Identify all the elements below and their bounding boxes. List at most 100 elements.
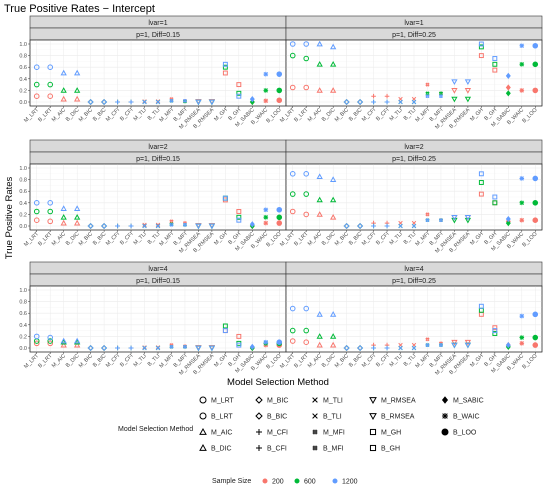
strip-inner-label: p=1, Diff=0.25 <box>392 156 436 163</box>
legend-label: B_CFI <box>267 446 287 453</box>
data-point <box>169 222 174 227</box>
data-point <box>115 223 120 229</box>
data-point <box>33 340 40 347</box>
data-point <box>478 41 484 47</box>
data-point <box>303 191 310 197</box>
legend-label: M_LRT <box>211 398 235 405</box>
y-tick-label: 0.2 <box>19 334 27 340</box>
data-point <box>411 345 417 351</box>
y-tick-label: 0.8 <box>19 178 27 184</box>
legend-key <box>312 413 318 419</box>
x-tick-label: M_LRT <box>23 353 40 370</box>
legend-item: M_CFI <box>256 429 288 437</box>
data-point <box>74 337 81 344</box>
data-point <box>330 60 337 67</box>
legend-label: M_RMSEA <box>381 398 416 405</box>
data-point <box>505 215 511 223</box>
data-point <box>60 338 67 345</box>
chart-title: True Positive Rates − Intercept <box>4 3 155 15</box>
panel-5: lvar=4 p=1, Diff=0.15 0.0 0.2 0.4 0.6 0.8 1.0 M_… <box>19 261 287 377</box>
data-point <box>505 72 511 80</box>
data-point <box>505 90 511 97</box>
legend-key <box>199 443 207 451</box>
x-tick-label: M_TLI <box>389 107 405 123</box>
data-point <box>343 344 350 352</box>
data-point <box>289 171 296 177</box>
data-point <box>316 341 323 348</box>
data-point <box>60 95 67 102</box>
panel-3: lvar=2 p=1, Diff=0.15 0.0 0.2 0.4 0.6 0.8 1.0 M_… <box>19 139 287 255</box>
data-point <box>263 71 269 77</box>
x-tick-label: M_AIC <box>51 107 67 123</box>
y-tick-label: 0.6 <box>19 189 27 195</box>
data-point <box>532 334 539 341</box>
legend-key <box>256 429 262 435</box>
data-point <box>47 81 54 88</box>
data-point <box>411 99 417 105</box>
data-point <box>478 53 484 59</box>
data-point <box>183 99 187 104</box>
y-tick-label: 1.0 <box>19 166 27 172</box>
data-point <box>425 218 430 223</box>
x-tick-label: B_CFI <box>375 353 391 369</box>
legend-label: M_BIC <box>267 398 288 405</box>
legend-key <box>255 412 263 420</box>
data-point <box>60 341 67 348</box>
data-point <box>492 67 498 73</box>
x-tick-label: M_GH <box>469 107 484 122</box>
data-point <box>384 223 390 229</box>
gridlines <box>286 40 542 106</box>
data-point <box>155 222 161 228</box>
x-tick-label: M_MFI <box>159 107 176 124</box>
data-point <box>47 64 54 70</box>
data-point <box>425 82 430 87</box>
data-point <box>357 222 364 230</box>
legend-key <box>441 396 449 404</box>
legend-key <box>199 412 207 420</box>
data-point <box>303 211 310 218</box>
data-point <box>398 99 403 105</box>
data-point <box>505 84 511 91</box>
x-tick-label: M_CFI <box>105 353 121 369</box>
data-point <box>303 327 310 334</box>
data-point <box>87 98 94 106</box>
data-point <box>169 219 174 224</box>
data-point <box>263 98 269 104</box>
x-tick-label: M_MFI <box>415 231 432 248</box>
data-point <box>519 43 525 49</box>
data-point <box>303 339 310 346</box>
size-legend-label: 1200 <box>342 479 358 486</box>
legend-key <box>369 444 377 452</box>
legend-item: B_CFI <box>256 445 287 453</box>
data-point <box>532 61 539 68</box>
data-point <box>222 323 228 329</box>
x-tick-label: M_LRT <box>279 231 296 248</box>
data-point <box>316 173 323 180</box>
legend-label: B_GH <box>381 446 400 453</box>
data-point <box>195 345 202 352</box>
data-point <box>371 223 376 229</box>
strip-outer-label: lvar=4 <box>404 266 423 273</box>
data-point <box>263 215 269 220</box>
legend-label: B_MFI <box>323 446 344 453</box>
data-point <box>289 305 296 312</box>
data-points <box>289 303 539 352</box>
data-point <box>303 171 310 177</box>
gridlines <box>286 286 542 352</box>
data-point <box>519 176 525 181</box>
data-point <box>155 99 161 105</box>
data-point <box>478 303 484 309</box>
data-point <box>289 208 296 215</box>
data-points <box>33 61 283 106</box>
data-point <box>222 328 228 334</box>
data-point <box>316 60 323 67</box>
legend-label: B_LOO <box>453 430 477 437</box>
data-point <box>519 217 525 223</box>
x-tick-label: M_TLI <box>133 107 149 123</box>
x-tick-label: M_LRT <box>279 353 296 370</box>
legend-layer: Model Selection Method M_LRT M_BIC M_TLI M_R… <box>118 396 484 486</box>
data-point <box>236 214 242 220</box>
data-point <box>263 220 269 226</box>
data-point <box>384 345 390 351</box>
x-tick-label: M_MFI <box>159 353 176 370</box>
